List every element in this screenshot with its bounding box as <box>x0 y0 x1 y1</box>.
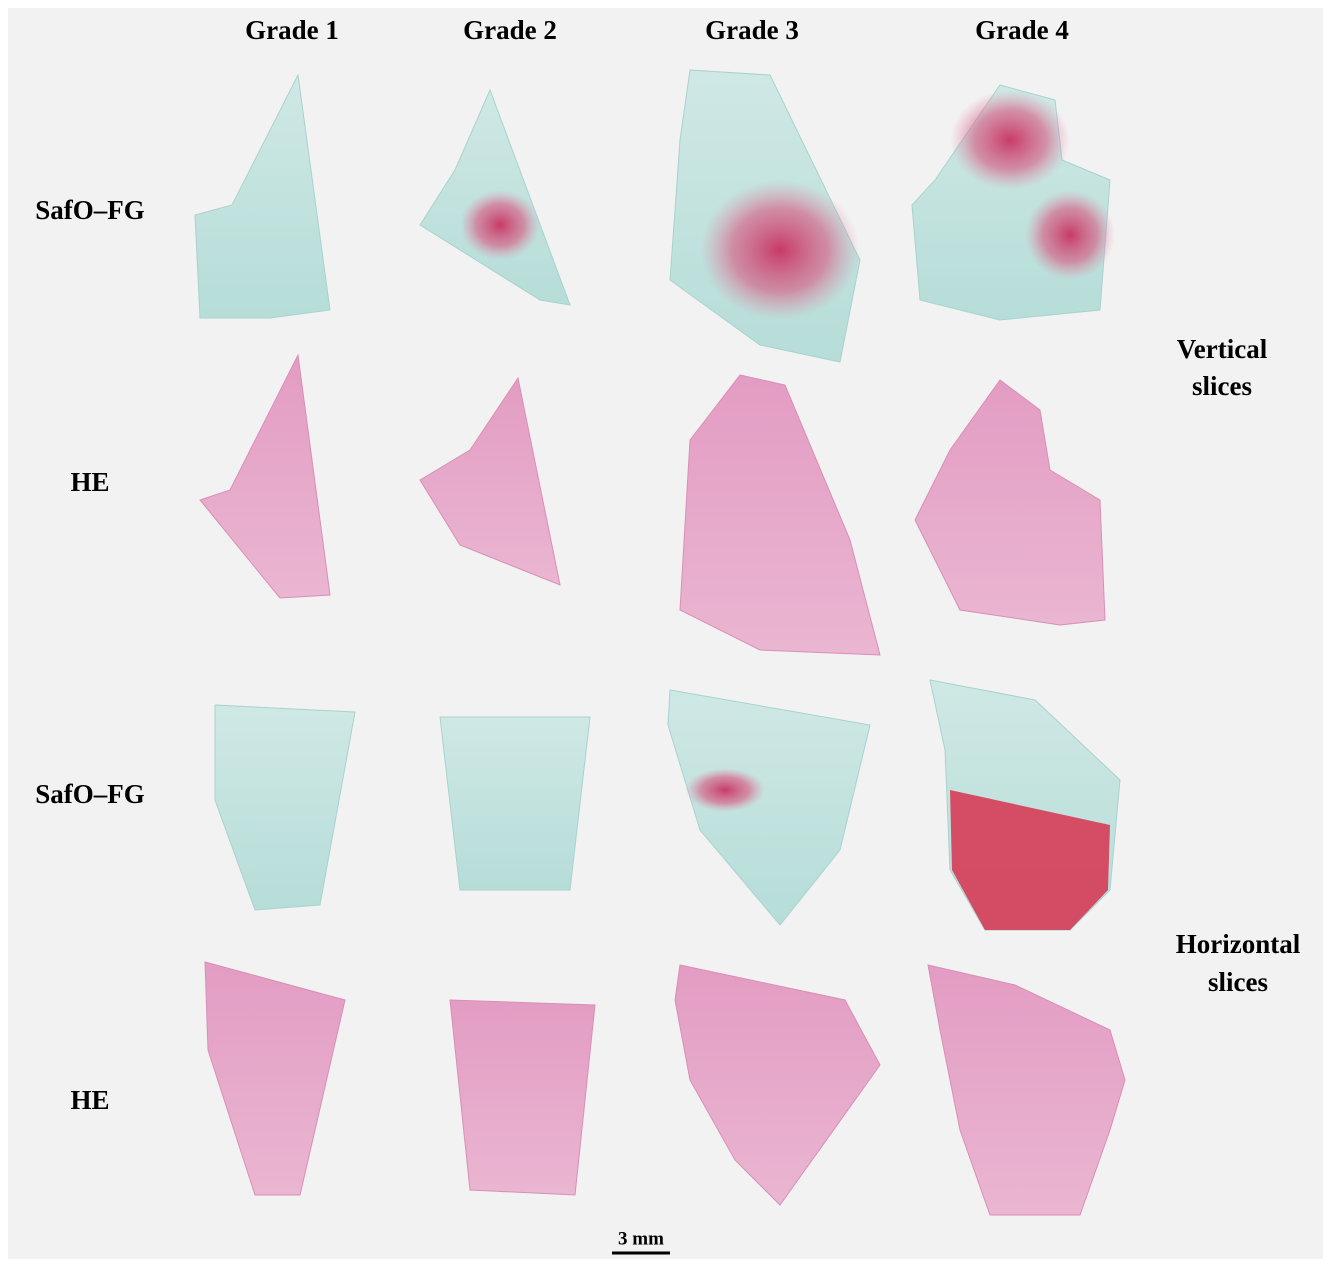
stain-patch <box>1025 190 1115 280</box>
column-header: Grade 4 <box>975 15 1069 45</box>
row-label: HE <box>70 1085 109 1115</box>
scale-bar-label: 3 mm <box>618 1228 664 1249</box>
tissue-section <box>450 1000 595 1195</box>
column-header: Grade 3 <box>705 15 799 45</box>
row-label: HE <box>70 467 109 497</box>
tissue-section <box>440 717 590 890</box>
row-label: SafO–FG <box>35 779 145 809</box>
panel-background <box>8 8 1323 1259</box>
stain-patch <box>685 768 765 812</box>
group-label: Vertical <box>1177 334 1268 364</box>
group-label: slices <box>1208 967 1268 997</box>
figure: Grade 1 Grade 2 Grade 3 Grade 4 SafO–FG … <box>0 0 1331 1267</box>
stain-patch <box>700 180 860 320</box>
stain-patch <box>460 190 540 260</box>
stain-patch <box>950 90 1070 190</box>
column-header: Grade 1 <box>245 15 339 45</box>
group-label: slices <box>1192 371 1252 401</box>
group-label: Horizontal <box>1176 929 1301 959</box>
column-header: Grade 2 <box>463 15 557 45</box>
row-label: SafO–FG <box>35 195 145 225</box>
